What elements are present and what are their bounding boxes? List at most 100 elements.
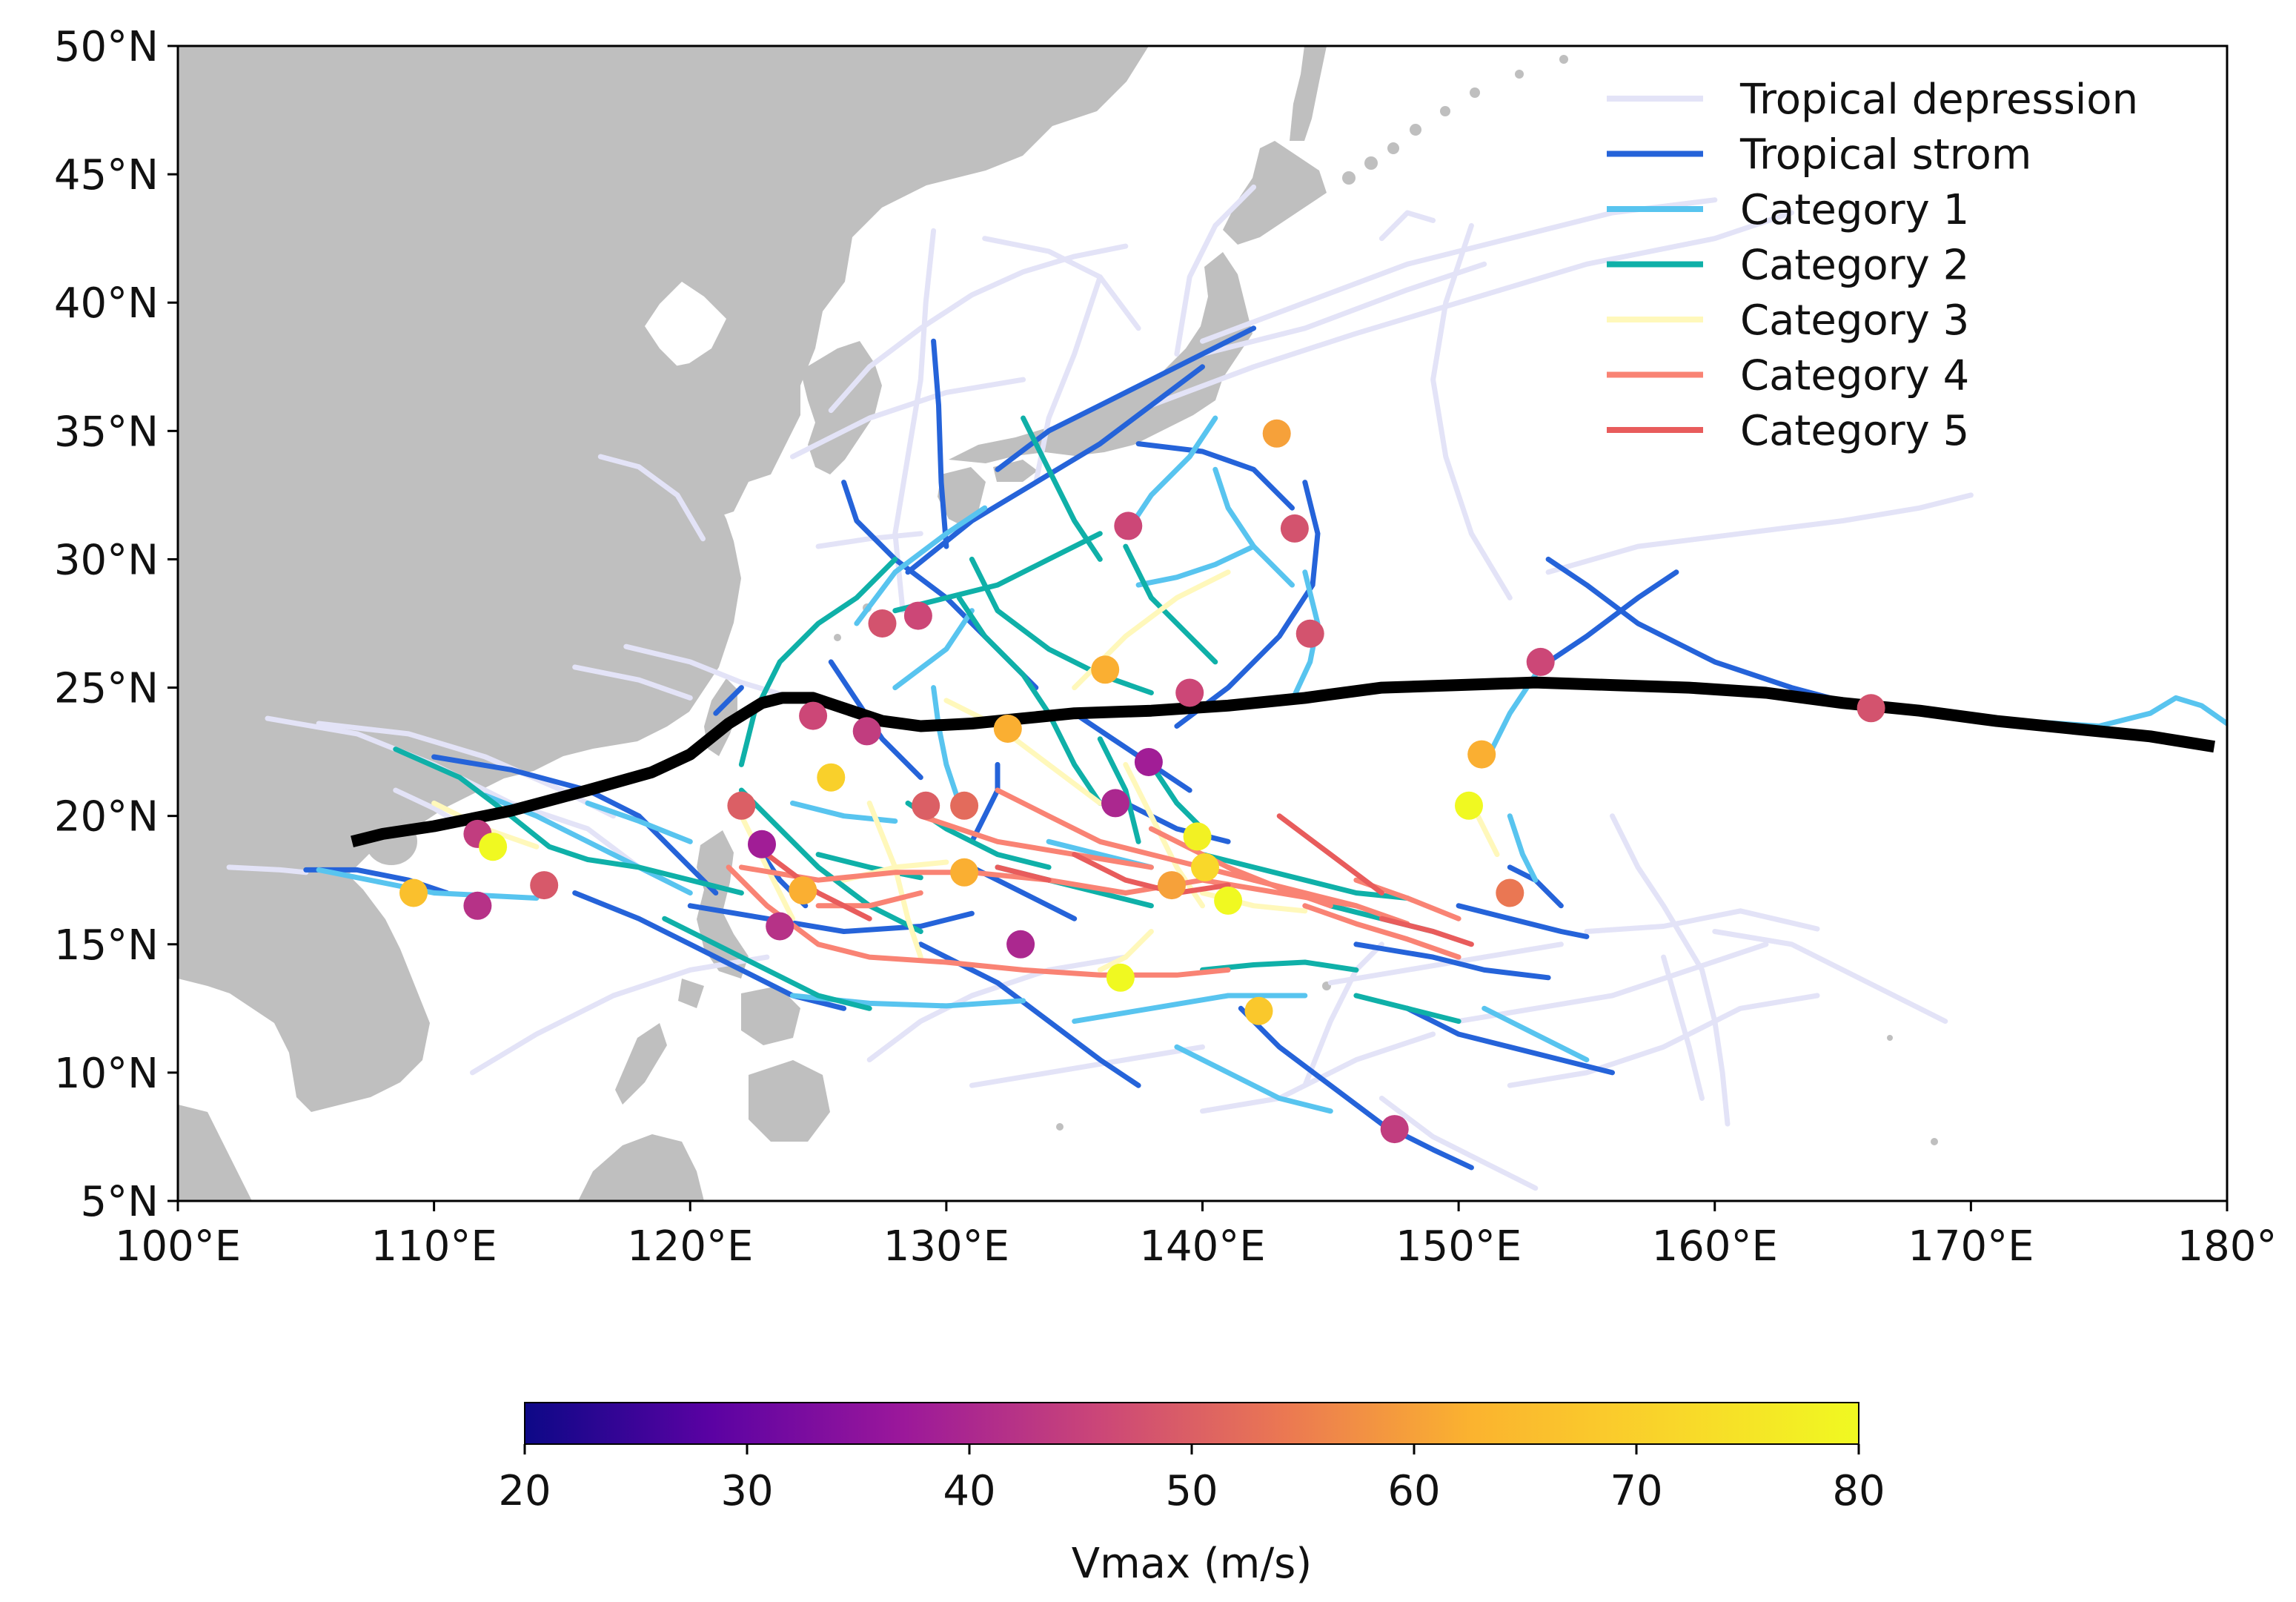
lat-tick-label: 35°N: [54, 408, 159, 456]
lmi-point: [766, 912, 794, 941]
track-tropical-strom: [1238, 1005, 1474, 1171]
track-category-4: [918, 813, 1154, 870]
track-category-3: [943, 698, 1103, 806]
lon-tick-label: 180°: [2177, 1222, 2277, 1271]
lon-tick-label: 150°E: [1396, 1222, 1522, 1271]
colorbar-tick-label: 80: [1832, 1467, 1885, 1515]
lmi-point: [1496, 878, 1524, 907]
lmi-point: [1214, 886, 1243, 915]
borneo-landmass: [578, 1134, 704, 1201]
lon-tick-label: 110°E: [371, 1222, 497, 1271]
lmi-point: [1455, 791, 1483, 820]
mean-track-line: [351, 676, 2215, 848]
pacific-island: [1887, 1035, 1893, 1041]
lon-tick-label: 120°E: [627, 1222, 753, 1271]
track-tropical-depression: [815, 531, 923, 549]
track-category-1: [1174, 1044, 1333, 1114]
track-tropical-depression: [790, 377, 1026, 460]
lmi-point: [748, 830, 776, 858]
track-category-5: [1072, 852, 1231, 896]
lon-tick-label: 170°E: [1908, 1222, 2034, 1271]
ryukyu-island: [834, 634, 841, 641]
track-category-2: [393, 747, 744, 896]
track-category-1: [1212, 466, 1295, 588]
track-tropical-depression: [982, 236, 1141, 331]
track-category-5: [764, 852, 872, 921]
mean-track-layer: [351, 676, 2215, 848]
track-tropical-depression: [969, 1044, 1205, 1088]
track-tropical-depression: [1148, 210, 1794, 408]
track-tropical-strom: [1174, 480, 1321, 729]
kuril-island: [1515, 70, 1524, 79]
track-tropical-depression: [1456, 941, 1769, 1025]
lmi-point: [993, 715, 1022, 743]
honshu-island: [949, 252, 1252, 463]
track-category-3: [1123, 761, 1205, 909]
track-tropical-strom: [931, 338, 949, 549]
track-tropical-strom: [687, 903, 975, 934]
track-tropical-strom: [1072, 710, 1192, 793]
track-category-1: [316, 867, 540, 901]
colorbar: 20 30 40 50 60 70 80 Vmax (m/s): [498, 1402, 1885, 1588]
track-tropical-depression: [316, 721, 617, 819]
track-tropical-depression: [828, 243, 1129, 414]
colorbar-label: Vmax (m/s): [1072, 1540, 1312, 1588]
kuril-island: [1387, 142, 1399, 154]
track-category-2: [1123, 543, 1218, 665]
lmi-point: [1101, 789, 1129, 818]
track-category-5: [1378, 916, 1474, 947]
southeast-asia-landmass: [178, 1105, 252, 1201]
colorbar-tick-label: 30: [720, 1467, 773, 1515]
lmi-point: [1380, 1115, 1409, 1144]
track-tropical-strom: [918, 941, 1141, 1088]
lmi-point: [852, 717, 881, 746]
lmi-point: [399, 878, 428, 907]
track-category-1: [931, 685, 962, 806]
track-category-4: [815, 890, 923, 909]
track-category-5: [995, 864, 1052, 883]
track-category-5: [1276, 813, 1384, 896]
lat-tick-label: 5°N: [80, 1178, 159, 1226]
track-tropical-depression: [1174, 184, 1257, 357]
lat-tick-label: 50°N: [54, 23, 159, 71]
kuril-island: [1470, 87, 1480, 98]
track-category-2: [956, 595, 1103, 806]
track-category-2: [662, 916, 872, 1011]
lmi-point: [817, 763, 846, 792]
lat-tick-label: 40°N: [54, 279, 159, 328]
lmi-point: [799, 701, 828, 730]
track-tropical-strom: [1353, 941, 1551, 981]
track-tropical-depression: [1200, 261, 1487, 357]
lmi-point: [1006, 930, 1035, 959]
track-category-1: [892, 608, 975, 691]
track-category-1: [1123, 415, 1218, 537]
kuril-island: [1342, 171, 1356, 185]
lmi-point: [1134, 748, 1163, 776]
lmi-point: [1262, 419, 1291, 448]
track-category-1: [854, 505, 988, 626]
track-category-3: [1097, 929, 1154, 973]
track-tropical-depression: [866, 954, 1129, 1063]
track-tropical-strom: [1456, 903, 1590, 939]
lmi-point: [530, 871, 559, 900]
track-tropical-depression: [1584, 908, 1820, 934]
lmi-points-layer: [399, 419, 1885, 1144]
lmi-point: [1158, 871, 1186, 900]
lmi-point: [1175, 678, 1204, 707]
lmi-point: [1191, 853, 1219, 881]
track-tropical-depression: [597, 454, 706, 542]
mindanao-island: [749, 1060, 830, 1142]
track-tropical-strom: [905, 364, 1205, 575]
kuril-island: [1440, 106, 1450, 116]
track-category-4: [1302, 903, 1461, 960]
lmi-point: [1526, 647, 1555, 676]
kuril-island: [1364, 156, 1378, 170]
track-tropical-strom: [969, 761, 1001, 844]
track-category-2: [1200, 852, 1410, 901]
track-tropical-strom: [1545, 556, 1871, 711]
lon-tick-label: 160°E: [1652, 1222, 1778, 1271]
typhoon-tracks-layer: [226, 184, 2227, 1191]
track-tropical-depression: [1610, 813, 1731, 1127]
lmi-point: [1114, 512, 1143, 540]
lat-tick-label: 15°N: [54, 921, 159, 970]
